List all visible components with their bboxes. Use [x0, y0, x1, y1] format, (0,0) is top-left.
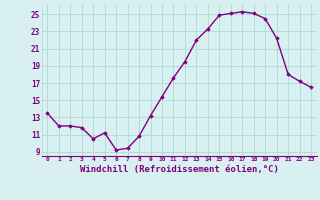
X-axis label: Windchill (Refroidissement éolien,°C): Windchill (Refroidissement éolien,°C) [80, 165, 279, 174]
